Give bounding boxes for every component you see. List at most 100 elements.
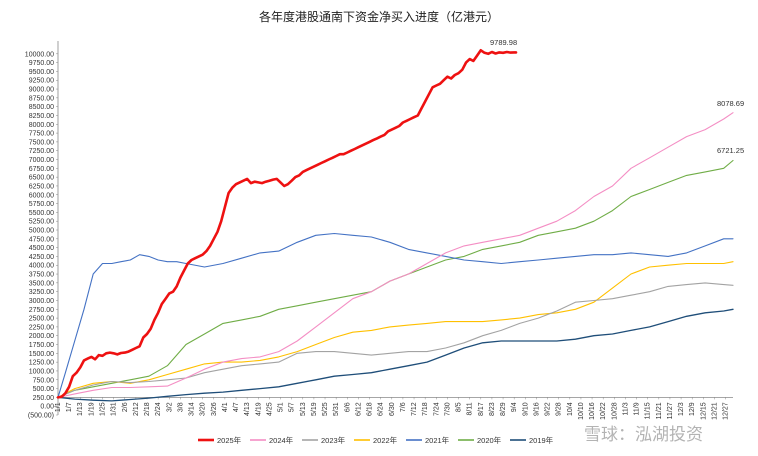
legend-label: 2022年	[373, 435, 398, 445]
x-tick-label: 2/12	[133, 402, 140, 416]
x-tick-label: 6/24	[378, 402, 385, 416]
x-tick-label: 5/7	[289, 402, 296, 412]
y-tick-label: 5500.00	[29, 210, 54, 217]
y-tick-label: 500.00	[33, 386, 55, 393]
legend-label: 2020年	[477, 435, 502, 445]
x-tick-label: 7/30	[444, 402, 451, 416]
y-tick-label: 10000.00	[25, 51, 54, 58]
x-tick-label: 8/17	[478, 402, 485, 416]
x-tick-label: 3/26	[211, 402, 218, 416]
x-tick-label: 5/1	[278, 402, 285, 412]
y-tick-label: 6250.00	[29, 183, 54, 190]
x-tick-label: 6/6	[344, 402, 351, 412]
legend-label: 2019年	[529, 435, 554, 445]
legend-label: 2024年	[269, 435, 294, 445]
series-line-2024年	[57, 112, 734, 398]
watermark-text: 雪球：泓湖投资	[584, 425, 703, 445]
x-tick-label: 3/20	[200, 402, 207, 416]
plot-area	[56, 48, 734, 402]
y-tick-label: 2750.00	[29, 307, 54, 314]
y-axis: (500.00) 0.00 250.00 500.00 750.00 1000.00125…	[25, 41, 59, 420]
x-tick-label: 9/10	[522, 402, 529, 416]
y-tick-label: 7500.00	[29, 139, 54, 146]
series-line-2022年	[57, 261, 734, 398]
x-tick-label: 1/31	[111, 402, 118, 416]
series-line-2023年	[57, 282, 734, 398]
y-tick-label: 8500.00	[29, 104, 54, 111]
x-tick-label: 4/25	[266, 402, 273, 416]
x-tick-label: 12/15	[700, 402, 707, 420]
x-tick-label: 9/4	[511, 402, 518, 412]
x-tick-label: 2/6	[122, 402, 129, 412]
y-tick-label: 9750.00	[29, 60, 54, 67]
x-tick-label: 1/13	[77, 402, 84, 416]
series-line-2021年	[57, 232, 734, 398]
x-axis: 1/1 1/7 1/13 1/19 1/25 1/31 2/6 2/12 2/18 2/24 3/2…	[55, 396, 733, 420]
x-tick-label: 8/11	[467, 402, 474, 415]
x-tick-label: 7/12	[411, 402, 418, 416]
x-tick-label: 7/18	[422, 402, 429, 416]
y-tick-label: 7000.00	[29, 157, 54, 164]
y-tick-label: 5000.00	[29, 228, 54, 235]
x-tick-label: 11/27	[667, 402, 674, 419]
y-tick-label: 3000.00	[29, 298, 54, 305]
x-tick-label: 9/28	[556, 402, 563, 416]
x-tick-label: 1/25	[100, 402, 107, 416]
annotation-2024: 8078.69	[717, 99, 744, 108]
y-tick-label: 3250.00	[29, 289, 54, 296]
y-tick-label: 4750.00	[29, 236, 54, 243]
y-tick-label: 9250.00	[29, 78, 54, 85]
y-tick-label: 9000.00	[29, 87, 54, 94]
value-annotations: 9789.98 8078.69 6721.25	[490, 38, 744, 155]
x-tick-label: 8/29	[500, 402, 507, 416]
y-tick-label: 3500.00	[29, 280, 54, 287]
y-tick-label: 4500.00	[29, 245, 54, 252]
series-line-2019年	[57, 308, 734, 402]
y-tick-label: 1750.00	[29, 342, 54, 349]
x-tick-label: 12/9	[689, 402, 696, 416]
y-tick-label: 1250.00	[29, 360, 54, 367]
y-tick-label: 6000.00	[29, 192, 54, 199]
y-tick-label: 8750.00	[29, 95, 54, 102]
x-tick-label: 5/19	[311, 402, 318, 416]
legend: 2025年 2024年 2023年 2022年 2021年 2020年 2019年	[198, 435, 554, 445]
y-tick-label: 7750.00	[29, 131, 54, 138]
x-tick-label: 4/7	[233, 402, 240, 412]
x-tick-label: 10/10	[578, 402, 585, 420]
y-tick-label: 0.00	[40, 404, 54, 411]
annotation-2025: 9789.98	[490, 38, 517, 47]
x-tick-label: 8/5	[456, 402, 463, 412]
y-tick-label: 250.00	[33, 395, 55, 402]
legend-label: 2023年	[321, 435, 346, 445]
x-tick-label: 4/1	[222, 402, 229, 412]
y-tick-label: 2250.00	[29, 324, 54, 331]
y-tick-label: 1500.00	[29, 351, 54, 358]
x-tick-label: 12/21	[711, 402, 718, 420]
y-tick-label: 750.00	[33, 377, 55, 384]
y-tick-label: 6750.00	[29, 166, 54, 173]
x-tick-label: 1/7	[66, 402, 73, 412]
x-tick-label: 11/9	[634, 402, 641, 415]
y-tick-label: 7250.00	[29, 148, 54, 155]
series-line-2025年	[56, 48, 518, 399]
x-tick-label: 11/21	[656, 402, 663, 419]
x-tick-label: 6/30	[389, 402, 396, 416]
x-tick-label: 11/15	[645, 402, 652, 419]
x-tick-label: 2/18	[144, 402, 151, 416]
x-tick-label: 4/19	[255, 402, 262, 416]
x-tick-label: 2/24	[155, 402, 162, 416]
x-tick-label: 10/22	[600, 402, 607, 420]
x-tick-label: 3/8	[177, 402, 184, 412]
y-tick-label: 6500.00	[29, 175, 54, 182]
x-tick-label: 9/16	[533, 402, 540, 416]
y-tick-label: 5750.00	[29, 201, 54, 208]
y-tick-label: 2000.00	[29, 333, 54, 340]
x-tick-label: 10/4	[567, 402, 574, 416]
x-tick-label: 12/3	[678, 402, 685, 416]
x-tick-label: 1/1	[55, 402, 62, 412]
y-tick-label: 8250.00	[29, 113, 54, 120]
x-tick-label: 4/13	[244, 402, 251, 416]
legend-label: 2021年	[425, 435, 450, 445]
